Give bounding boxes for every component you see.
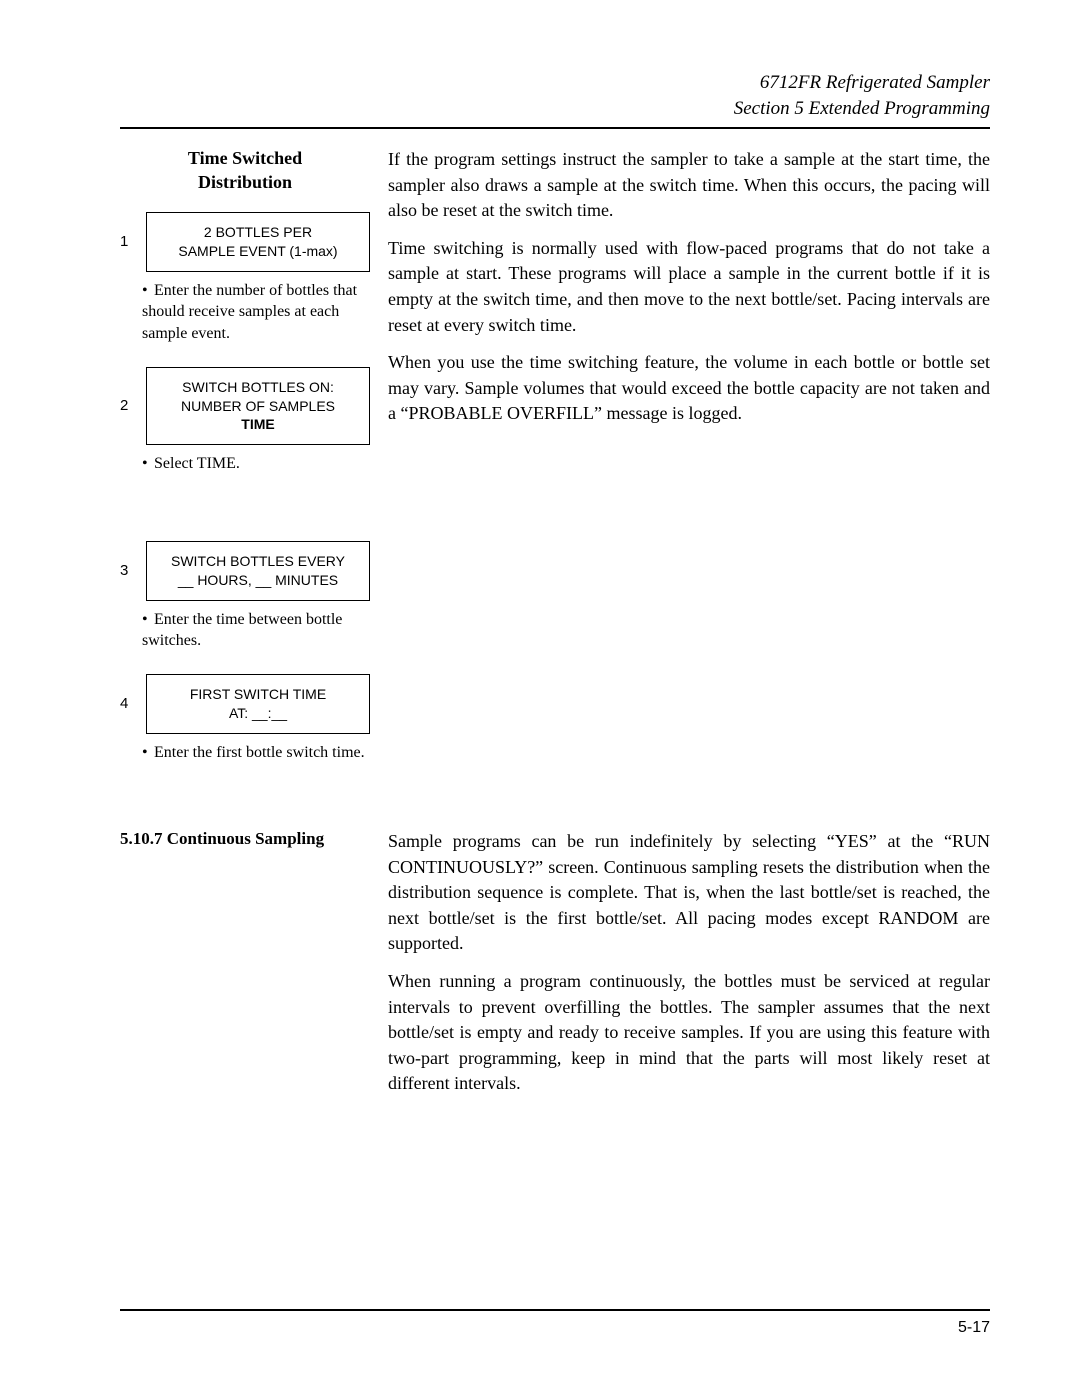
step-number: 4 — [120, 674, 146, 734]
running-header: 6712FR Refrigerated Sampler Section 5 Ex… — [120, 70, 990, 121]
header-line-1: 6712FR Refrigerated Sampler — [120, 70, 990, 96]
section-body: Sample programs can be run indefinitely … — [370, 829, 990, 1108]
step-row: 3 SWITCH BOTTLES EVERY __ HOURS, __ MINU… — [120, 541, 370, 601]
bullet-icon: • — [142, 609, 154, 631]
step-number: 1 — [120, 212, 146, 272]
body-paragraph: Time switching is normally used with flo… — [388, 236, 990, 338]
step-box-line: NUMBER OF SAMPLES — [155, 397, 361, 416]
step-row: 1 2 BOTTLES PER SAMPLE EVENT (1-max) — [120, 212, 370, 272]
step-row: 2 SWITCH BOTTLES ON: NUMBER OF SAMPLES T… — [120, 367, 370, 446]
step-box-line: AT: __:__ — [155, 704, 361, 723]
step-box-line: SWITCH BOTTLES ON: — [155, 378, 361, 397]
spacer — [120, 497, 370, 541]
step-number: 2 — [120, 367, 146, 446]
step-box: FIRST SWITCH TIME AT: __:__ — [146, 674, 370, 734]
step-box-line: SWITCH BOTTLES EVERY — [155, 552, 361, 571]
step-caption: • Enter the first bottle switch time. — [142, 742, 370, 764]
right-column: If the program settings instruct the sam… — [370, 147, 990, 438]
bullet-icon: • — [142, 280, 154, 302]
step-caption: •Enter the number of bottles that should… — [142, 280, 370, 345]
step-box: SWITCH BOTTLES ON: NUMBER OF SAMPLES TIM… — [146, 367, 370, 446]
step-box-bold-line: TIME — [155, 415, 361, 434]
left-heading-line-1: Time Switched — [188, 148, 302, 168]
step-box: 2 BOTTLES PER SAMPLE EVENT (1-max) — [146, 212, 370, 272]
left-heading: Time Switched Distribution — [120, 147, 370, 194]
step-caption-text: Enter the time between bottle switches. — [142, 611, 342, 650]
header-line-2: Section 5 Extended Programming — [120, 96, 990, 122]
bullet-icon: • — [142, 453, 154, 475]
step-box-line: 2 BOTTLES PER — [155, 223, 361, 242]
body-paragraph: If the program settings instruct the sam… — [388, 147, 990, 224]
step-box-line: __ HOURS, __ MINUTES — [155, 571, 361, 590]
page-footer: 5-17 — [120, 1309, 990, 1337]
step-caption: • Select TIME. — [142, 453, 370, 475]
body-paragraph: When you use the time switching feature,… — [388, 350, 990, 427]
step-caption: • Enter the time between bottle switches… — [142, 609, 370, 652]
page: 6712FR Refrigerated Sampler Section 5 Ex… — [0, 0, 1080, 1397]
left-column: Time Switched Distribution 1 2 BOTTLES P… — [120, 147, 370, 773]
step-number: 3 — [120, 541, 146, 601]
body-paragraph: Sample programs can be run indefinitely … — [388, 829, 990, 957]
section-block: 5.10.7 Continuous Sampling Sample progra… — [120, 829, 990, 1108]
step-box-line: SAMPLE EVENT (1-max) — [155, 242, 361, 261]
page-number: 5-17 — [120, 1319, 990, 1337]
step-row: 4 FIRST SWITCH TIME AT: __:__ — [120, 674, 370, 734]
step-caption-text: Enter the number of bottles that should … — [142, 282, 357, 342]
header-rule — [120, 127, 990, 129]
step-box-line: FIRST SWITCH TIME — [155, 685, 361, 704]
two-column-layout: Time Switched Distribution 1 2 BOTTLES P… — [120, 147, 990, 773]
step-caption-text: Select TIME. — [154, 455, 240, 472]
left-heading-line-2: Distribution — [198, 172, 292, 192]
body-paragraph: When running a program continuously, the… — [388, 969, 990, 1097]
footer-rule — [120, 1309, 990, 1311]
bullet-icon: • — [142, 742, 154, 764]
section-heading: 5.10.7 Continuous Sampling — [120, 829, 370, 849]
step-box: SWITCH BOTTLES EVERY __ HOURS, __ MINUTE… — [146, 541, 370, 601]
step-caption-text: Enter the first bottle switch time. — [154, 744, 365, 761]
